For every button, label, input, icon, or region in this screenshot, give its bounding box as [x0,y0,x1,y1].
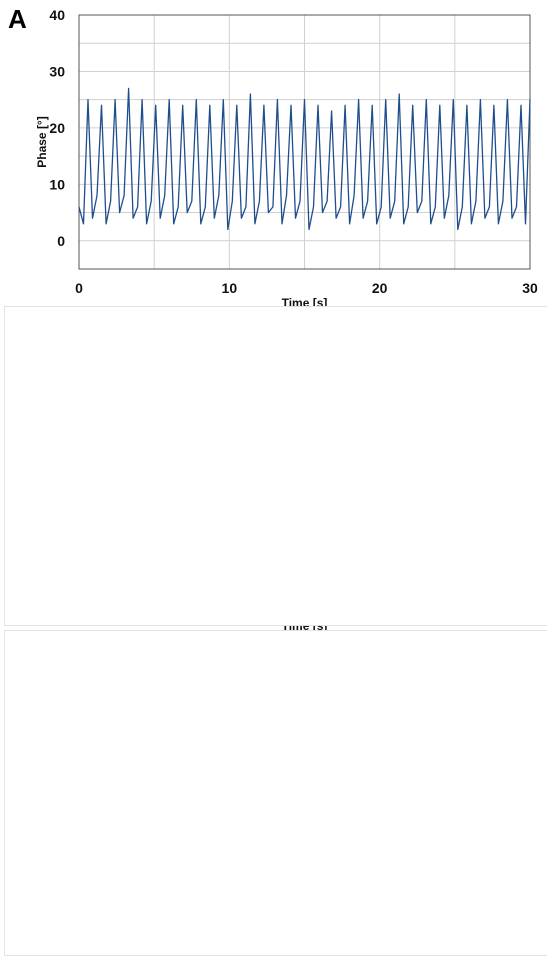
x-tick-label-a: 0 [75,280,83,296]
x-tick-label-a: 20 [372,280,388,296]
y-tick-label-a: 10 [49,176,65,192]
x-tick-label-a: 10 [222,280,238,296]
panel-label-a: A [8,4,27,34]
x-tick-label-a: 30 [522,280,538,296]
panel-b-frame [4,306,547,626]
axes-box-a [78,14,531,270]
y-tick-label-a: 40 [49,7,65,23]
y-tick-label-a: 30 [49,63,65,79]
series-line-a-0 [78,87,531,231]
y-tick-label-a: 0 [57,233,65,249]
y-axis-label-a: Phase [°] [35,116,49,167]
y-tick-label-a: 20 [49,120,65,136]
panel-c-frame [4,630,547,956]
